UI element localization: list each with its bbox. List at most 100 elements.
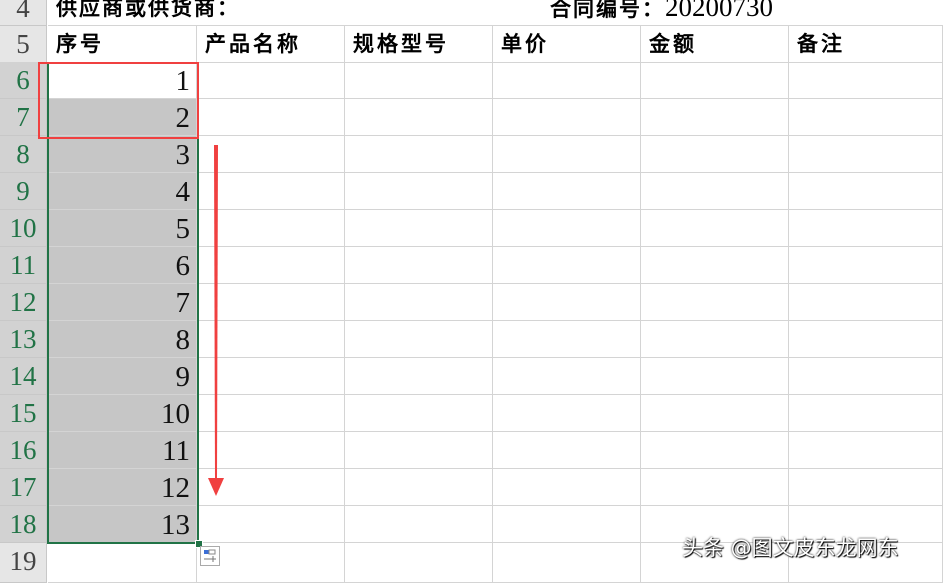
empty-cell[interactable] xyxy=(197,469,345,506)
row-header-17[interactable]: 17 xyxy=(0,469,47,506)
row-header-8[interactable]: 8 xyxy=(0,136,47,173)
empty-cell[interactable] xyxy=(345,62,493,99)
empty-cell[interactable] xyxy=(197,358,345,395)
column-header-cell[interactable]: 规格型号 xyxy=(345,26,493,63)
empty-cell[interactable] xyxy=(789,432,943,469)
auto-fill-options-button[interactable] xyxy=(200,546,220,566)
row-header-10[interactable]: 10 xyxy=(0,210,47,247)
sequence-cell[interactable]: 2 xyxy=(48,99,197,136)
empty-cell[interactable] xyxy=(641,210,789,247)
fill-handle[interactable] xyxy=(195,540,203,548)
row-header-14[interactable]: 14 xyxy=(0,358,47,395)
row-header-11[interactable]: 11 xyxy=(0,247,47,284)
empty-cell[interactable] xyxy=(789,395,943,432)
empty-cell[interactable] xyxy=(197,432,345,469)
empty-cell[interactable] xyxy=(789,469,943,506)
empty-cell[interactable] xyxy=(641,62,789,99)
row-header-5[interactable]: 5 xyxy=(0,26,47,63)
empty-cell[interactable] xyxy=(493,321,641,358)
sequence-cell[interactable]: 3 xyxy=(48,136,197,173)
row-header-15[interactable]: 15 xyxy=(0,395,47,432)
empty-cell[interactable] xyxy=(345,395,493,432)
empty-cell[interactable] xyxy=(641,99,789,136)
empty-cell[interactable] xyxy=(641,321,789,358)
row-header-9[interactable]: 9 xyxy=(0,173,47,210)
sequence-cell[interactable]: 4 xyxy=(48,173,197,210)
empty-cell[interactable] xyxy=(789,284,943,321)
empty-cell[interactable] xyxy=(641,136,789,173)
sequence-cell[interactable]: 5 xyxy=(48,210,197,247)
contract-number-cell[interactable]: 合同编号：20200730 xyxy=(550,0,773,23)
empty-cell[interactable] xyxy=(641,432,789,469)
empty-cell[interactable] xyxy=(493,543,641,583)
empty-cell[interactable] xyxy=(641,284,789,321)
empty-cell[interactable] xyxy=(493,99,641,136)
row-header-12[interactable]: 12 xyxy=(0,284,47,321)
empty-cell[interactable] xyxy=(493,358,641,395)
empty-cell[interactable] xyxy=(789,173,943,210)
empty-cell[interactable] xyxy=(493,136,641,173)
empty-cell[interactable] xyxy=(789,247,943,284)
empty-cell[interactable] xyxy=(493,247,641,284)
empty-cell[interactable] xyxy=(641,395,789,432)
sequence-cell[interactable]: 8 xyxy=(48,321,197,358)
empty-cell[interactable] xyxy=(345,469,493,506)
empty-cell[interactable] xyxy=(345,247,493,284)
column-header-cell[interactable]: 备注 xyxy=(789,26,943,63)
empty-cell[interactable] xyxy=(493,469,641,506)
empty-cell[interactable] xyxy=(789,358,943,395)
empty-cell[interactable] xyxy=(345,284,493,321)
empty-cell[interactable] xyxy=(345,506,493,543)
empty-cell[interactable] xyxy=(345,136,493,173)
empty-cell[interactable] xyxy=(197,62,345,99)
sequence-cell[interactable]: 1 xyxy=(48,62,197,99)
empty-cell[interactable] xyxy=(197,136,345,173)
empty-cell[interactable] xyxy=(197,284,345,321)
empty-cell[interactable] xyxy=(641,469,789,506)
empty-cell[interactable] xyxy=(197,247,345,284)
empty-cell[interactable] xyxy=(345,543,493,583)
empty-cell[interactable] xyxy=(197,395,345,432)
row-header-16[interactable]: 16 xyxy=(0,432,47,469)
row-header-18[interactable]: 18 xyxy=(0,506,47,543)
empty-cell[interactable] xyxy=(641,506,789,543)
empty-cell[interactable] xyxy=(345,432,493,469)
column-header-cell[interactable]: 金额 xyxy=(641,26,789,63)
sequence-cell[interactable]: 6 xyxy=(48,247,197,284)
sequence-cell[interactable]: 12 xyxy=(48,469,197,506)
empty-cell[interactable] xyxy=(345,321,493,358)
row-header-13[interactable]: 13 xyxy=(0,321,47,358)
column-header-cell[interactable]: 单价 xyxy=(493,26,641,63)
empty-cell[interactable] xyxy=(641,358,789,395)
empty-cell[interactable] xyxy=(197,99,345,136)
empty-cell[interactable] xyxy=(493,284,641,321)
empty-cell[interactable] xyxy=(197,210,345,247)
empty-cell[interactable] xyxy=(493,62,641,99)
empty-cell[interactable] xyxy=(197,321,345,358)
column-header-cell[interactable]: 产品名称 xyxy=(197,26,345,63)
empty-cell[interactable] xyxy=(789,62,943,99)
empty-cell[interactable] xyxy=(48,543,197,583)
sequence-cell[interactable]: 11 xyxy=(48,432,197,469)
empty-cell[interactable] xyxy=(345,358,493,395)
empty-cell[interactable] xyxy=(493,395,641,432)
column-header-cell[interactable]: 序号 xyxy=(48,26,197,63)
row-header-19[interactable]: 19 xyxy=(0,543,47,583)
row-header-4[interactable]: 4 xyxy=(0,0,47,26)
empty-cell[interactable] xyxy=(493,432,641,469)
empty-cell[interactable] xyxy=(641,173,789,210)
empty-cell[interactable] xyxy=(345,210,493,247)
empty-cell[interactable] xyxy=(493,210,641,247)
empty-cell[interactable] xyxy=(789,321,943,358)
empty-cell[interactable] xyxy=(641,247,789,284)
empty-cell[interactable] xyxy=(789,136,943,173)
empty-cell[interactable] xyxy=(197,173,345,210)
empty-cell[interactable] xyxy=(493,173,641,210)
empty-cell[interactable] xyxy=(789,210,943,247)
sequence-cell[interactable]: 7 xyxy=(48,284,197,321)
empty-cell[interactable] xyxy=(345,173,493,210)
empty-cell[interactable] xyxy=(345,99,493,136)
empty-cell[interactable] xyxy=(197,506,345,543)
empty-cell[interactable] xyxy=(789,99,943,136)
sequence-cell[interactable]: 9 xyxy=(48,358,197,395)
